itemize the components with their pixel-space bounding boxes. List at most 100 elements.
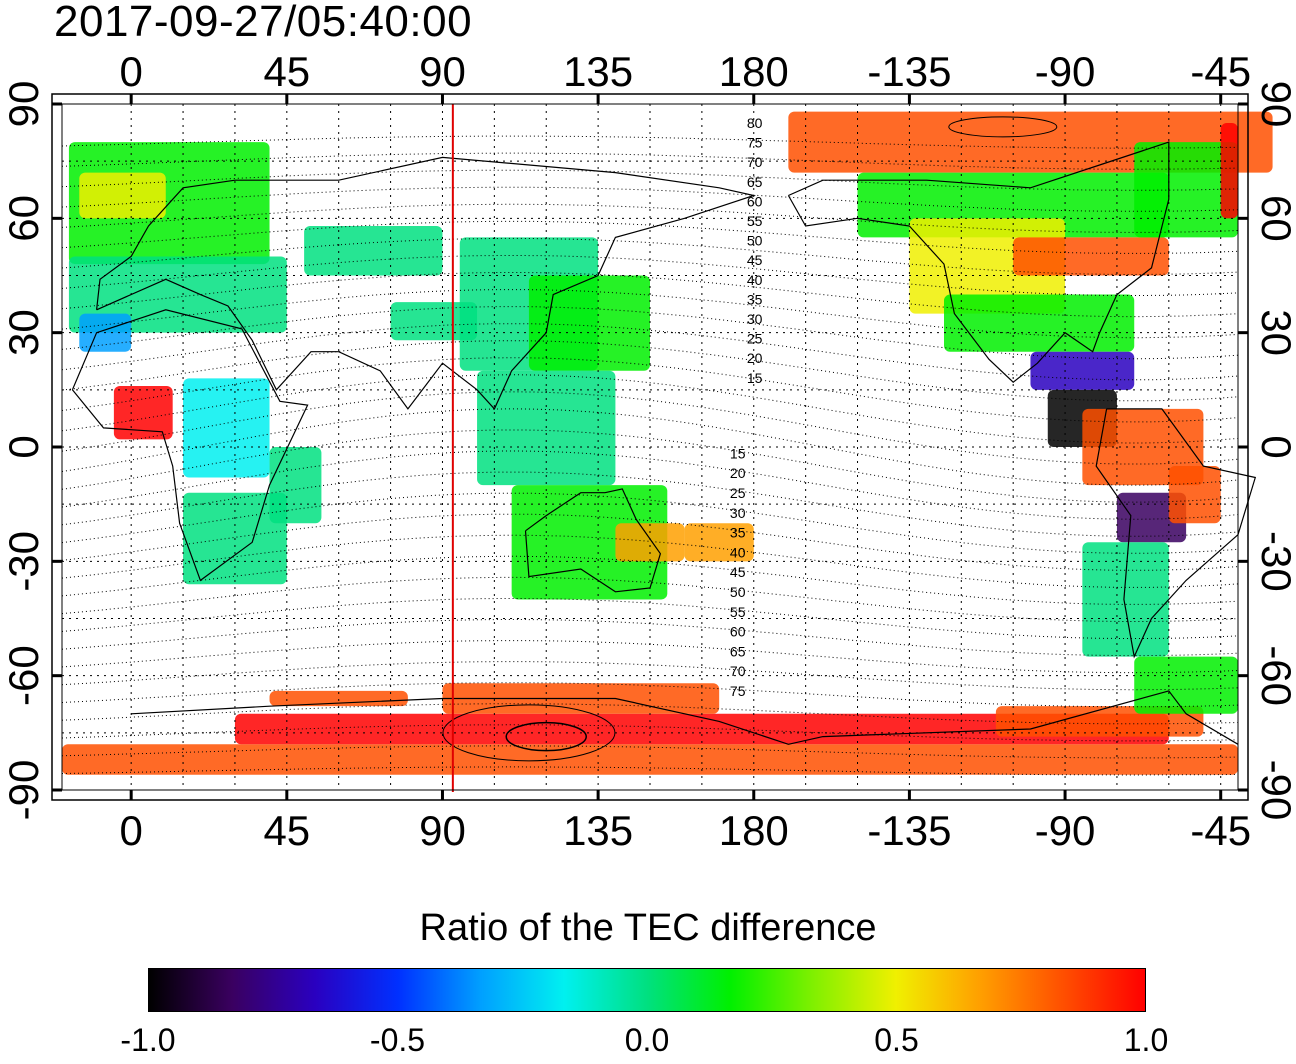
colorbar-tick-label: 0.0 [624,1022,670,1058]
mlat-label: 50 [730,584,746,600]
mlat-contour [61,152,1239,170]
tec-patch [183,378,270,478]
tec-map: 80 75 70 65 60 55 50 45 40 35 30 25 20 15 15 20 25 30 35 40… [0,48,1296,854]
mlat-contour [61,598,1239,639]
tec-patch [944,294,1135,352]
x-tick-label-top: 90 [419,48,466,95]
mlat-label: 40 [747,272,763,288]
mlat-label: 55 [747,213,763,229]
x-tick-label-top: 180 [719,48,789,95]
coastline [96,156,757,410]
x-tick-label-bottom: 135 [563,807,633,854]
mlat-label: 35 [730,525,746,541]
tec-patch [1168,466,1221,524]
mlat-label: 35 [747,291,763,307]
x-tick-label-bottom: -45 [1190,807,1251,854]
y-tick-label-right: 90 [1253,81,1296,128]
tec-patch [1082,408,1204,486]
tec-patch [1134,656,1238,714]
mlat-contour [61,306,1239,360]
mlat-contour [61,682,1239,708]
x-tick-label-top: -90 [1035,48,1096,95]
y-tick-label-left: 90 [0,81,47,128]
tec-patch [304,225,443,276]
mlat-label: 50 [747,233,763,249]
mlat-label: 70 [747,154,763,170]
mlat-contour [61,237,1239,275]
x-tick-label-bottom: 90 [419,807,466,854]
coastlines [71,141,1257,745]
x-tick-label-bottom: 45 [263,807,310,854]
mlat-contour [61,555,1239,605]
y-tick-label-right: -30 [1253,531,1296,592]
tec-patch [269,690,408,707]
mlat-label: 20 [747,350,763,366]
mlat-contour [61,255,1239,296]
mlat-label: 65 [730,643,746,659]
mlat-contour [61,619,1239,657]
tec-patch [995,706,1204,737]
tec-patch [234,713,1169,745]
y-tick-label-right: 30 [1253,309,1296,356]
x-tick-label-bottom: -135 [867,807,951,854]
mlat-label: 25 [747,331,763,347]
coastline [71,309,309,582]
tec-ratio-field [62,111,1273,775]
mlat-contour [61,766,1239,776]
tec-patch [1013,237,1169,276]
colorbar-tick-label: -1.0 [120,1022,176,1058]
axis-labels: 0045459090135135180180-135-135-90-90-45-… [0,48,1296,854]
mlat-label: 80 [747,115,763,131]
mlat-label: 70 [730,663,746,679]
y-tick-label-right: 0 [1253,435,1296,458]
mlat-contour [61,169,1239,191]
mlat-contour [61,374,1239,444]
y-tick-label-left: 0 [0,435,47,458]
colorbar-title: Ratio of the TEC difference [419,907,877,949]
mlat-label: 15 [747,370,763,386]
mlat-contour [61,724,1239,742]
tec-patch [79,172,166,219]
coastline [787,141,1170,383]
x-tick-label-top: -45 [1190,48,1251,95]
mlat-label: 75 [747,135,763,151]
mlat-contour [61,135,1239,149]
tec-patch [1082,542,1169,657]
mlat-contour [61,661,1239,691]
y-tick-label-left: -60 [0,645,47,706]
x-tick-label-top: -135 [867,48,951,95]
coastline [1095,408,1257,659]
mlat-contour [61,289,1239,339]
colorbar-tick-label: 0.5 [874,1022,919,1058]
mlat-contour [61,186,1239,212]
tec-patch [1220,123,1238,219]
mlat-contour [61,450,1239,520]
mlat-label: 25 [730,485,746,501]
y-tick-label-left: -30 [0,531,47,592]
x-tick-label-bottom: -90 [1035,807,1096,854]
y-tick-label-right: 60 [1253,195,1296,242]
tec-patch [390,302,478,341]
mlat-label: 30 [730,505,746,521]
mlat-label: 65 [747,174,763,190]
mlat-label: 30 [747,311,763,327]
x-tick-label-top: 45 [263,48,310,95]
lat-lon-grid [62,104,1238,790]
coastline [131,690,1239,745]
axis-ticks [52,94,1248,800]
y-tick-label-right: -60 [1253,645,1296,706]
y-tick-label-left: 60 [0,195,47,242]
south-pole-contour [442,704,616,762]
mlat-label: 75 [730,683,746,699]
mlat-contour [61,534,1239,588]
y-tick-label-left: -90 [0,760,47,821]
magnetic-latitude-contours: 80 75 70 65 60 55 50 45 40 35 30 25 20 15 15 20 25 30 35 40… [61,115,1239,776]
mlat-contour [61,391,1239,465]
x-tick-label-top: 135 [563,48,633,95]
south-pole-contour [505,721,587,752]
tec-patch [615,523,685,562]
colorbar-tick-label: 1.0 [1123,1022,1169,1058]
x-tick-label-top: 0 [119,48,142,95]
mlat-label: 40 [730,544,746,560]
mlat-contour [61,745,1239,759]
